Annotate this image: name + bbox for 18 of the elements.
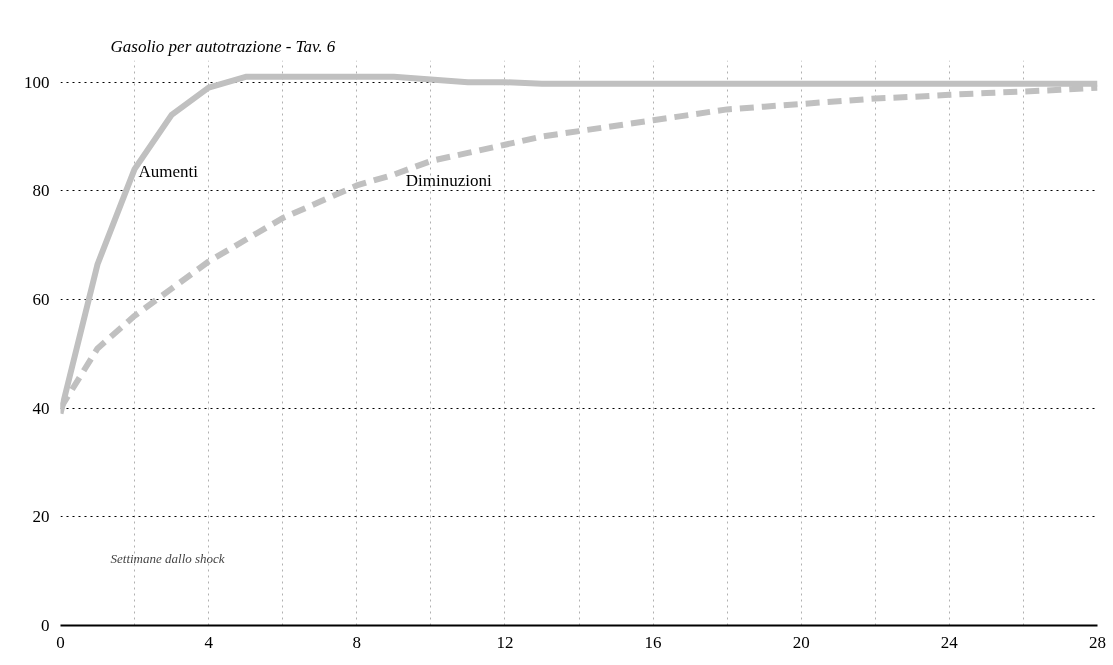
annotation: Settimane dallo shock — [110, 550, 225, 566]
x-tick-label: 16 — [644, 632, 662, 652]
y-tick-label: 40 — [32, 398, 50, 418]
x-tick-label: 8 — [352, 632, 362, 652]
y-tick-label: 60 — [32, 290, 50, 310]
y-tick-label: 100 — [24, 72, 50, 92]
y-tick-label: 20 — [32, 507, 50, 527]
y-tick-label: 0 — [41, 616, 50, 635]
y-tick-label: 80 — [32, 181, 50, 201]
x-tick-label: 28 — [1089, 632, 1106, 652]
x-tick-label: 24 — [940, 632, 959, 652]
x-tick-label: 20 — [792, 632, 810, 652]
x-tick-label: 12 — [496, 632, 514, 652]
series-label: Aumenti — [138, 161, 199, 181]
series-label: Diminuzioni — [405, 171, 493, 191]
x-tick-label: 0 — [56, 632, 65, 652]
x-tick-label: 4 — [204, 632, 214, 652]
chart-title: Gasolio per autotrazione - Tav. 6 — [110, 36, 336, 56]
